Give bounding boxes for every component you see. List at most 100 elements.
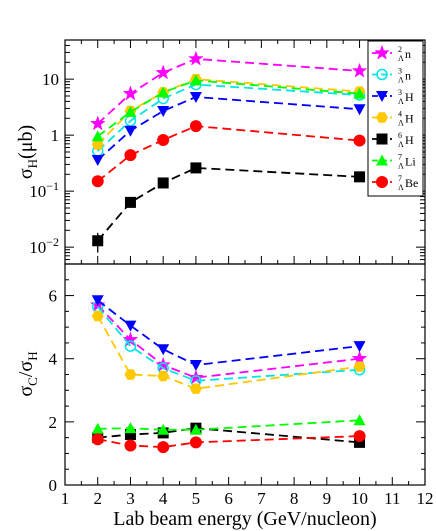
top-data-point xyxy=(189,91,202,103)
top-series-line xyxy=(97,78,360,146)
legend-marker xyxy=(376,133,388,145)
top-data-point xyxy=(89,115,106,131)
bottom-data-point xyxy=(189,436,202,449)
top-series-5 xyxy=(91,74,366,142)
legend-entry: 7 ΛLi xyxy=(372,153,416,171)
legend-label: 6 ΛH xyxy=(398,131,414,149)
bottom-data-point xyxy=(189,423,202,435)
bottom-series-line xyxy=(97,306,360,382)
top-data-point xyxy=(353,87,366,99)
legend-label: 3 ΛH xyxy=(398,88,414,106)
top-data-point xyxy=(124,125,137,137)
bottom-data-point xyxy=(353,414,366,426)
legend-marker xyxy=(376,68,388,81)
top-series-0 xyxy=(89,50,368,131)
bottom-y-tick-label: 2 xyxy=(49,413,58,432)
bottom-y-tick-label: 0 xyxy=(49,476,58,495)
top-series-line xyxy=(97,166,360,242)
top-data-point xyxy=(189,74,202,86)
bottom-series-line xyxy=(97,419,360,431)
top-series-2 xyxy=(91,91,366,166)
top-series-line xyxy=(97,83,360,152)
top-data-point xyxy=(353,134,366,147)
top-y-axis-label: σH(μb) xyxy=(15,125,40,179)
bottom-data-point xyxy=(157,370,170,382)
legend-entry: 3 Λn xyxy=(372,67,411,85)
bottom-data-point xyxy=(157,423,170,435)
legend-entry: 6 ΛH xyxy=(372,131,414,149)
legend-entry: 4 ΛH xyxy=(372,110,414,128)
x-tick-label: 2 xyxy=(93,489,102,508)
x-tick-label: 4 xyxy=(159,489,168,508)
legend-marker xyxy=(376,176,388,188)
legend-label: 3 Λn xyxy=(398,67,411,85)
bottom-data-point xyxy=(189,383,202,394)
top-data-point xyxy=(353,104,366,116)
top-data-point xyxy=(124,149,137,162)
bottom-data-point xyxy=(354,436,366,448)
bottom-data-point xyxy=(124,428,136,440)
top-series-line xyxy=(97,96,360,161)
bottom-data-point xyxy=(91,422,104,434)
x-tick-label: 3 xyxy=(126,489,135,508)
bottom-series-5 xyxy=(91,414,366,435)
top-data-point xyxy=(91,130,104,142)
legend-marker xyxy=(376,112,388,123)
bottom-frame xyxy=(64,263,426,486)
x-tick-label: 11 xyxy=(384,489,400,508)
bottom-series-line xyxy=(97,299,360,366)
legend-marker xyxy=(374,44,390,60)
top-data-point xyxy=(91,175,104,188)
top-series-line xyxy=(97,57,360,125)
x-axis-label: Lab beam energy (GeV/nucleon) xyxy=(113,508,376,530)
legend-entry: 2 Λn xyxy=(372,44,411,63)
top-data-point xyxy=(354,171,366,183)
top-data-point xyxy=(91,154,104,166)
legend-label: 2 Λn xyxy=(398,45,411,63)
bottom-data-point xyxy=(353,430,366,443)
top-data-point xyxy=(188,50,204,66)
top-y-tick-label: 1 xyxy=(51,126,60,145)
bottom-data-point xyxy=(157,344,170,356)
top-panel: 10−2 10−1 1 10 xyxy=(29,39,426,265)
top-data-point xyxy=(190,162,202,174)
top-y-tick-label: 10 xyxy=(42,70,59,89)
legend: 2 Λn 3 Λn 3 ΛH 4 ΛH 6 ΛH 7 ΛLi 7 ΛBe xyxy=(367,40,424,197)
legend-entry: 7 ΛBe xyxy=(372,174,418,192)
top-data-point xyxy=(124,196,136,208)
legend-marker xyxy=(376,154,388,166)
legend-entry: 3 ΛH xyxy=(372,88,414,106)
bottom-data-point xyxy=(122,331,139,347)
top-y-tick-label: 10−2 xyxy=(29,235,59,257)
x-tick-label: 9 xyxy=(323,489,332,508)
bottom-data-point xyxy=(91,433,104,446)
top-series-line xyxy=(97,125,360,182)
bottom-data-point xyxy=(124,439,137,452)
x-tick-label: 1 xyxy=(61,489,70,508)
legend-marker xyxy=(376,91,388,102)
top-y-tick-label: 10−1 xyxy=(29,179,59,201)
bottom-series-line xyxy=(97,435,360,449)
legend-label: 7 ΛLi xyxy=(398,153,416,171)
bottom-data-point xyxy=(188,369,204,385)
x-tick-label: 8 xyxy=(290,489,299,508)
top-data-point xyxy=(157,177,169,189)
bottom-data-point xyxy=(124,340,137,352)
legend-box xyxy=(367,40,424,197)
legend-label: 4 ΛH xyxy=(398,110,414,128)
x-tick-label: 12 xyxy=(417,489,434,508)
top-series-6 xyxy=(91,120,366,188)
top-data-point xyxy=(91,139,104,150)
bottom-series-6 xyxy=(91,430,366,454)
bottom-y-axis-label: σC/σH xyxy=(15,351,40,396)
bottom-data-point xyxy=(91,310,104,322)
top-data-point xyxy=(92,235,104,247)
bottom-series-3 xyxy=(91,310,366,394)
bottom-y-tick-label: 6 xyxy=(49,287,58,306)
axis-labels: σH(μb) σC/σH Lab beam energy (GeV/nucleon) xyxy=(15,125,377,530)
top-data-point xyxy=(157,133,170,146)
bottom-series-2 xyxy=(91,295,366,372)
bottom-data-point xyxy=(124,320,137,332)
